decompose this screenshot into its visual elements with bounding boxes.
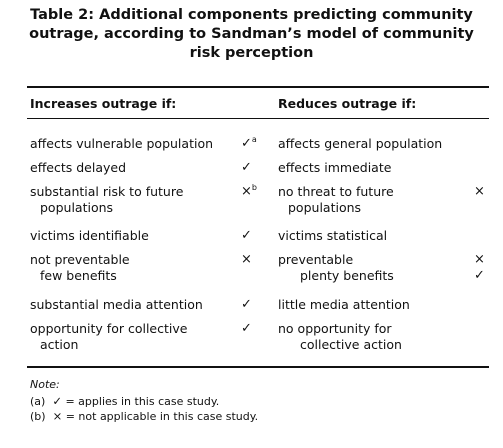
increases-outrage-text: action xyxy=(40,337,79,352)
title-line: Table 2: Additional components predictin… xyxy=(30,7,473,23)
increases-outrage-mark: ✓ xyxy=(241,228,263,244)
check-icon: ✓ xyxy=(241,160,263,176)
reduces-outrage-text: affects general population xyxy=(278,136,443,151)
reduces-outrage-cell: affects general population xyxy=(278,136,442,152)
title-line: outrage, according to Sandman’s model of… xyxy=(29,26,474,42)
check-icon: ✓ xyxy=(241,228,263,244)
reduces-outrage-text: plenty benefits xyxy=(300,268,394,283)
check-icon: ✓a xyxy=(241,136,263,152)
increases-outrage-mark: ✓ xyxy=(241,297,263,313)
footnote-marker: b xyxy=(251,183,257,192)
header-rule xyxy=(27,118,489,119)
reduces-outrage-mark: × ✓ xyxy=(474,252,494,284)
reduces-outrage-text: no opportunity for xyxy=(278,321,392,336)
cross-icon: × xyxy=(241,252,263,268)
note-b: (b) × = not applicable in this case stud… xyxy=(30,409,258,423)
cross-icon: × xyxy=(52,409,63,423)
mark-glyph: ✓ xyxy=(241,160,252,175)
reduces-outrage-text: collective action xyxy=(300,337,402,352)
mark-glyph: ✓ xyxy=(241,136,252,151)
check-icon: ✓ xyxy=(241,297,263,313)
title-line: risk perception xyxy=(189,45,314,61)
increases-outrage-cell: substantial media attention xyxy=(30,297,203,313)
mark-glyph: ✓ xyxy=(241,297,252,312)
increases-outrage-mark: ✓a xyxy=(241,136,263,152)
header-reduces-outrage: Reduces outrage if: xyxy=(278,96,417,111)
increases-outrage-cell: victims identifiable xyxy=(30,228,149,244)
increases-outrage-text: opportunity for collective xyxy=(30,321,188,336)
header-increases-outrage: Increases outrage if: xyxy=(30,96,177,111)
increases-outrage-text: effects delayed xyxy=(30,160,127,175)
note-a: (a) ✓ = applies in this case study. xyxy=(30,394,219,408)
increases-outrage-text: victims identifiable xyxy=(30,228,149,243)
increases-outrage-cell: affects vulnerable population xyxy=(30,136,213,152)
reduces-outrage-cell: preventable plenty benefits xyxy=(278,252,394,284)
cross-icon: × xyxy=(474,252,485,267)
reduces-outrage-cell: no threat to future populations xyxy=(278,184,394,216)
reduces-outrage-text: populations xyxy=(288,200,362,215)
footnote-marker: a xyxy=(251,135,257,144)
increases-outrage-cell: substantial risk to future populations xyxy=(30,184,183,216)
increases-outrage-cell: effects delayed xyxy=(30,160,126,176)
reduces-outrage-text: victims statistical xyxy=(278,228,388,243)
bottom-rule xyxy=(27,366,489,368)
reduces-outrage-text: effects immediate xyxy=(278,160,392,175)
increases-outrage-mark: ✓ xyxy=(241,321,263,337)
increases-outrage-mark: ✓ xyxy=(241,160,263,176)
note-b-text: = not applicable in this case study. xyxy=(65,410,259,423)
reduces-outrage-cell: effects immediate xyxy=(278,160,391,176)
increases-outrage-text: substantial media attention xyxy=(30,297,203,312)
note-a-text: = applies in this case study. xyxy=(65,395,220,408)
increases-outrage-text: substantial risk to future xyxy=(30,184,184,199)
reduces-outrage-text: no threat to future xyxy=(278,184,394,199)
reduces-outrage-mark: × xyxy=(474,184,494,200)
increases-outrage-text: few benefits xyxy=(40,268,117,283)
check-icon: ✓ xyxy=(474,268,485,283)
reduces-outrage-cell: victims statistical xyxy=(278,228,387,244)
mark-glyph: × xyxy=(241,252,252,267)
reduces-outrage-text: little media attention xyxy=(278,297,410,312)
note-a-prefix: (a) xyxy=(30,395,46,408)
cross-icon: ×b xyxy=(241,184,263,200)
increases-outrage-text: populations xyxy=(40,200,114,215)
table-title: Table 2: Additional components predictin… xyxy=(0,6,503,63)
cross-icon: × xyxy=(474,184,485,199)
increases-outrage-mark: ×b xyxy=(241,184,263,200)
increases-outrage-mark: × xyxy=(241,252,263,268)
note-label: Note: xyxy=(30,378,60,391)
mark-glyph: × xyxy=(241,184,252,199)
increases-outrage-cell: not preventable few benefits xyxy=(30,252,130,284)
top-rule xyxy=(27,86,489,88)
check-icon: ✓ xyxy=(52,394,62,408)
reduces-outrage-cell: little media attention xyxy=(278,297,410,313)
note-b-prefix: (b) xyxy=(30,410,46,423)
increases-outrage-text: affects vulnerable population xyxy=(30,136,214,151)
mark-glyph: ✓ xyxy=(241,228,252,243)
increases-outrage-text: not preventable xyxy=(30,252,130,267)
reduces-outrage-cell: no opportunity for collective action xyxy=(278,321,402,353)
increases-outrage-cell: opportunity for collective action xyxy=(30,321,187,353)
reduces-outrage-text: preventable xyxy=(278,252,354,267)
check-icon: ✓ xyxy=(241,321,263,337)
mark-glyph: ✓ xyxy=(241,321,252,336)
